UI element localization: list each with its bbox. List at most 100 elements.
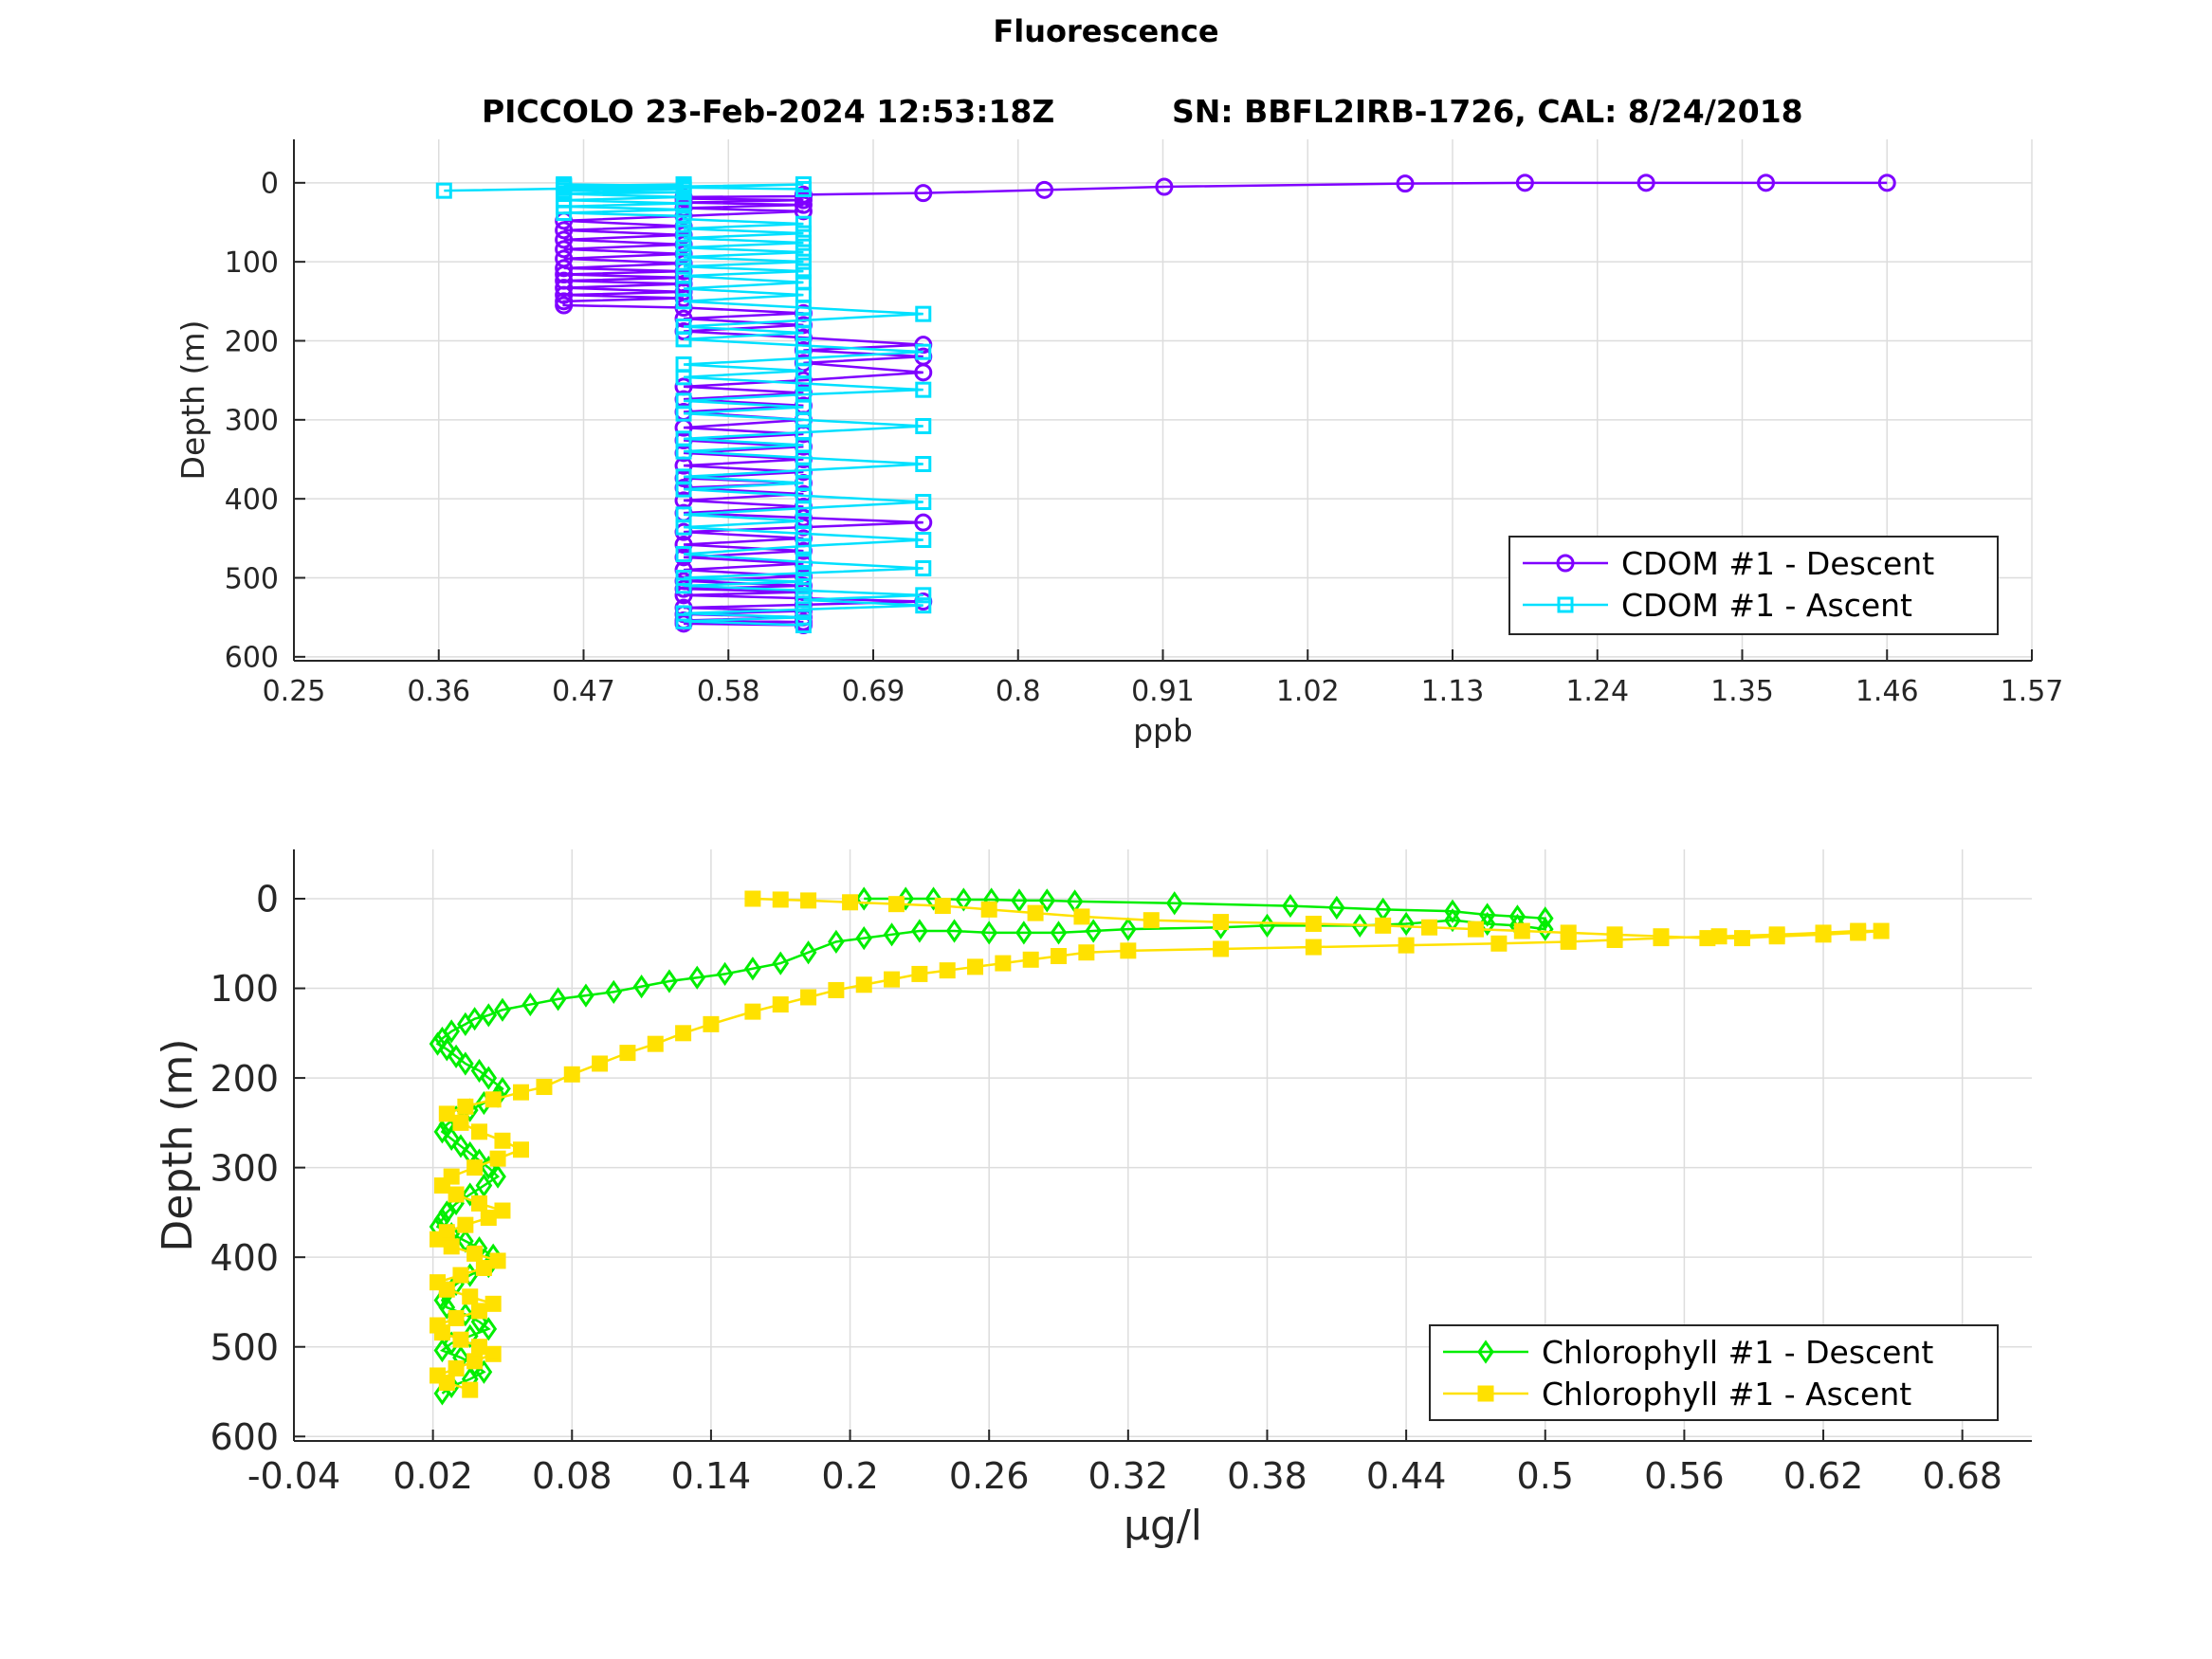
data-point [675, 392, 692, 410]
data-point [914, 363, 933, 382]
data-point [1536, 906, 1554, 931]
data-point [1653, 928, 1670, 945]
data-point [980, 901, 997, 918]
data-point [470, 1058, 488, 1084]
data-point [1536, 917, 1554, 941]
data-point [462, 1381, 479, 1398]
x-tick-label: 0.36 [407, 675, 470, 708]
data-point [1213, 914, 1230, 931]
data-point [828, 981, 845, 998]
data-point [828, 929, 845, 954]
x-tick-label: 0.56 [1644, 1455, 1725, 1497]
data-point [632, 975, 650, 999]
data-point [675, 319, 692, 335]
data-point [1375, 917, 1392, 934]
legend-label: CDOM #1 - Ascent [1621, 587, 1912, 624]
data-point [795, 554, 812, 571]
data-point [795, 225, 812, 242]
data-point [675, 546, 692, 562]
data-point [772, 996, 789, 1013]
data-point [555, 265, 574, 283]
data-point [1873, 922, 1890, 939]
data-point [433, 1338, 451, 1363]
data-point [461, 1182, 479, 1207]
data-point [555, 230, 574, 249]
data-point [443, 1168, 460, 1185]
x-tick-label: 1.02 [1276, 675, 1340, 708]
legend-marker [1557, 596, 1574, 613]
data-point [1478, 902, 1496, 927]
data-point [1560, 924, 1577, 941]
data-point [675, 605, 692, 622]
y-axis-label: Depth (m) [174, 320, 211, 481]
data-point [674, 536, 693, 554]
data-point [1478, 911, 1496, 937]
data-point [911, 919, 928, 943]
data-point [887, 896, 905, 913]
data-point [555, 296, 574, 315]
data-point [1155, 177, 1174, 196]
data-point [945, 919, 963, 943]
data-point [703, 1015, 720, 1032]
chlorophyll-axes: -0.04 0.02 0.08 0.14 0.2 0.26 0.32 0.38 0.44 0.5 0… [154, 849, 2032, 1550]
x-tick-label: 0.69 [842, 675, 905, 708]
y-tick-label: 400 [225, 483, 279, 517]
data-point [855, 976, 872, 994]
data-point [1768, 928, 1785, 945]
data-point [457, 1012, 474, 1036]
data-point [915, 343, 932, 360]
series-line [435, 897, 1547, 1395]
data-point [911, 965, 928, 982]
y-tick-label: 100 [210, 968, 279, 1010]
data-point [795, 234, 812, 251]
x-tick-label: 0.2 [821, 1455, 878, 1497]
data-point [1421, 919, 1438, 936]
data-point [429, 1031, 447, 1056]
data-point [915, 532, 932, 548]
data-point [795, 215, 812, 232]
legend-marker [1477, 1340, 1494, 1364]
data-point [1636, 173, 1655, 192]
data-point [448, 1044, 465, 1069]
data-point [674, 586, 693, 605]
data-point [484, 1091, 502, 1108]
data-point [1213, 940, 1230, 957]
legend-label: Chlorophyll #1 - Ascent [1542, 1376, 1911, 1413]
y-tick-label: 500 [225, 562, 279, 595]
data-point [448, 1309, 465, 1326]
data-point [1120, 917, 1137, 941]
cdom-axes: 0.25 0.36 0.47 0.58 0.69 0.8 0.91 1.02 1.13 1.24 1… [174, 139, 2063, 749]
data-point [915, 597, 932, 614]
data-point [430, 1274, 447, 1291]
data-point [480, 1210, 497, 1227]
data-point [1398, 937, 1415, 954]
data-point [466, 1007, 484, 1031]
legend: CDOM #1 - Descent CDOM #1 - Ascent [1508, 536, 1999, 635]
data-point [1444, 899, 1461, 923]
data-point [1078, 944, 1095, 961]
data-point [521, 992, 539, 1017]
data-point [795, 263, 812, 280]
data-point [883, 922, 901, 947]
data-point [675, 229, 692, 246]
data-point [430, 1317, 447, 1334]
data-point [438, 1295, 456, 1320]
data-point [480, 1003, 498, 1028]
data-point [1085, 919, 1103, 943]
x-tick-label: 0.44 [1366, 1455, 1447, 1497]
data-point [471, 1123, 488, 1140]
data-point [555, 259, 574, 278]
data-point [915, 305, 932, 322]
x-tick-label: 0.32 [1088, 1455, 1169, 1497]
y-tick-label: 0 [261, 168, 279, 201]
data-point [475, 1260, 492, 1277]
data-point [489, 1252, 506, 1269]
data-point [430, 1367, 447, 1384]
data-point [1305, 939, 1322, 956]
x-tick-label: 1.13 [1421, 675, 1485, 708]
data-point [915, 587, 932, 604]
data-point [772, 951, 790, 975]
data-point [1513, 922, 1530, 939]
data-point [675, 506, 692, 523]
y-tick-label: 100 [225, 246, 279, 280]
